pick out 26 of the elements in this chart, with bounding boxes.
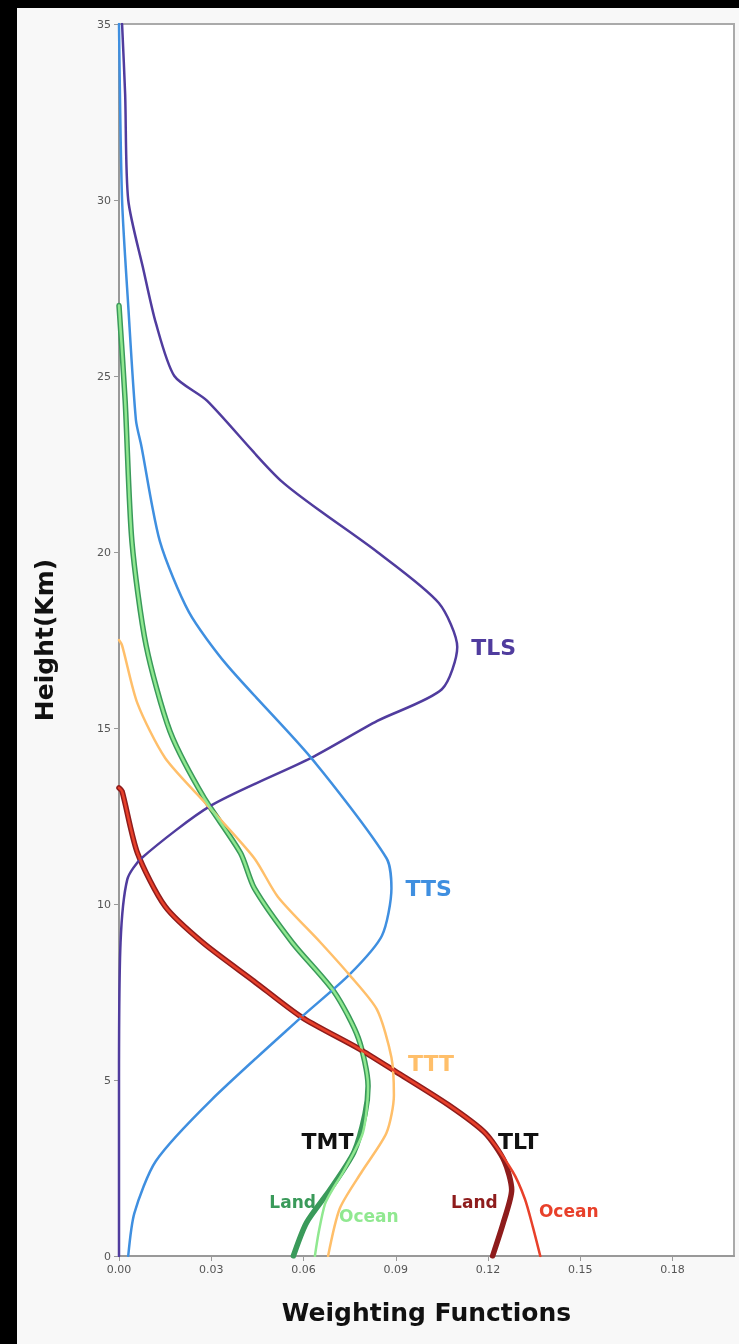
x-tick-label: 0.09 <box>383 1263 408 1276</box>
series-label: TTT <box>407 1050 454 1076</box>
series-label: TTS <box>405 875 452 901</box>
y-tick-label: 30 <box>97 193 111 207</box>
y-tick-label: 35 <box>97 17 111 31</box>
y-tick-label: 0 <box>104 1249 111 1263</box>
y-tick-label: 10 <box>97 897 111 911</box>
annotation: TLT <box>498 1129 539 1155</box>
x-tick-label: 0.18 <box>660 1263 685 1276</box>
x-tick-label: 0.06 <box>291 1263 316 1276</box>
y-tick-label: 25 <box>97 369 111 383</box>
x-tick-label: 0.00 <box>106 1263 132 1276</box>
y-tick-label: 15 <box>97 721 111 735</box>
annotation: TMT <box>301 1129 354 1155</box>
x-tick-label: 0.15 <box>568 1263 593 1276</box>
y-tick-label: 5 <box>104 1073 111 1087</box>
y-axis-title: Height(Km) <box>30 558 59 722</box>
series-label: TLS <box>471 634 517 660</box>
series-label: Land <box>269 1191 316 1212</box>
y-tick-label: 20 <box>97 545 111 559</box>
x-axis-title: Weighting Functions <box>281 1298 572 1327</box>
series-label: Ocean <box>339 1205 399 1226</box>
series-label: Ocean <box>538 1200 599 1221</box>
x-tick-label: 0.12 <box>475 1263 501 1276</box>
x-tick-label: 0.03 <box>199 1263 224 1276</box>
series-label: Land <box>451 1191 498 1212</box>
